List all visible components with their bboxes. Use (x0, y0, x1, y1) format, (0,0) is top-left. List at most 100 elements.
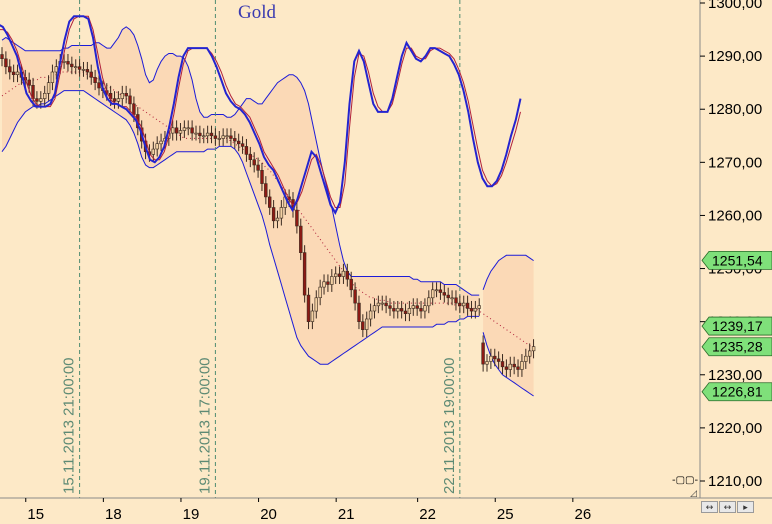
candle-body (504, 366, 509, 370)
candle-body (430, 289, 435, 299)
candle-body (396, 308, 400, 312)
candle-body (527, 350, 532, 357)
candle-body (469, 308, 474, 312)
candle-body (442, 292, 446, 296)
candle-body (337, 273, 342, 277)
candle-body (248, 154, 252, 160)
candle-body (174, 127, 179, 134)
oscillator (0, 15, 522, 215)
scroll-both-icon[interactable]: ↔ (719, 501, 736, 513)
candle-body (512, 363, 516, 368)
candle-body (81, 69, 86, 71)
candle-body (330, 276, 334, 285)
candle-body (407, 308, 412, 314)
y-tick-label: 1230,00 (708, 367, 762, 384)
candle-body (66, 61, 70, 65)
price-badge-label: 1235,28 (712, 339, 763, 355)
candle-body (388, 305, 392, 309)
candle-body (260, 170, 264, 184)
candle-body (326, 281, 330, 285)
candle-body (465, 302, 470, 309)
candle-body (151, 148, 155, 155)
candle-body (489, 355, 493, 362)
candle-body (186, 127, 190, 130)
y-tick-label: 1290,00 (708, 48, 762, 65)
band-lower-line-0 (1, 90, 480, 365)
candle-body (74, 66, 78, 68)
candle-body (240, 143, 245, 147)
candle-body (531, 346, 536, 352)
y-tick-label: 1210,00 (708, 473, 762, 490)
candle-body (461, 302, 466, 307)
candle-body (361, 321, 365, 331)
candle-body (341, 270, 346, 277)
candle-body (415, 305, 419, 309)
candle-body (353, 289, 357, 304)
candle-body (322, 281, 326, 288)
candle-body (62, 61, 66, 63)
price-badge-label: 1239,17 (712, 318, 763, 334)
candle-body (194, 132, 198, 135)
x-tick-label: 18 (105, 506, 122, 523)
candle-body (500, 361, 505, 368)
candle-body (403, 310, 408, 315)
candle-body (473, 308, 478, 312)
candle-body (85, 69, 90, 73)
candle-body (171, 127, 175, 134)
vertical-marker-label: 15.11.2013 21:00:00 (61, 357, 78, 494)
candle-body (427, 297, 431, 307)
candle-body (376, 302, 381, 307)
moving-average (1, 71, 534, 349)
vertical-marker-label: 22.11.2013 19:00:00 (441, 357, 458, 494)
x-tick-label: 20 (260, 506, 277, 523)
candle-body (349, 278, 353, 291)
candle-body (70, 63, 74, 68)
candle-body (279, 207, 284, 219)
x-tick-label: 21 (338, 506, 355, 523)
candle-body (275, 217, 280, 222)
price-badge (701, 316, 772, 336)
x-tick-label: 25 (497, 506, 514, 523)
candle-body (302, 252, 307, 296)
candle-body (190, 127, 194, 134)
y-tick-label: 1300,00 (708, 0, 762, 12)
candle-body (221, 135, 225, 139)
price-badge-label: 1251,54 (712, 252, 763, 268)
candle-body (15, 71, 20, 76)
candle-body (237, 140, 241, 145)
x-tick-label: 22 (419, 506, 436, 523)
candle-body (508, 363, 512, 370)
candle-body (372, 305, 377, 312)
candle-body (11, 71, 16, 76)
candle-body (496, 358, 501, 362)
candle-body (155, 143, 159, 150)
candle-body (256, 164, 260, 171)
y-tick-label: 1260,00 (708, 207, 762, 224)
candle-body (299, 225, 303, 254)
resize-corner-icon[interactable]: ◿ (690, 489, 697, 499)
candle-body (310, 310, 315, 322)
candle-body (438, 289, 443, 293)
candle-body (202, 135, 206, 138)
price-badge-label: 1226,81 (712, 384, 763, 400)
candle-body (493, 355, 497, 360)
vertical-markers: 15.11.2013 21:00:00 19.11.2013 17:00:00 22… (61, 0, 461, 498)
scroll-controls: ↔ ↔ ▸ (701, 501, 772, 514)
candle-body (128, 95, 132, 105)
band-fill-1 (483, 255, 534, 396)
candle-body (380, 302, 384, 305)
scroll-left-icon[interactable]: ↔ (701, 501, 718, 513)
bollinger-band (1, 26, 534, 397)
candle-body (233, 138, 237, 142)
candle-body (516, 366, 520, 370)
moving-average-line (1, 71, 534, 349)
zoom-handle[interactable]: -▢▢- (672, 475, 699, 486)
candle-body (89, 71, 93, 78)
candle-body (419, 308, 423, 312)
scroll-right-icon[interactable]: ▸ (737, 501, 754, 513)
candle-body (120, 93, 125, 99)
oscillator-line (0, 15, 522, 215)
candle-body (384, 302, 388, 307)
